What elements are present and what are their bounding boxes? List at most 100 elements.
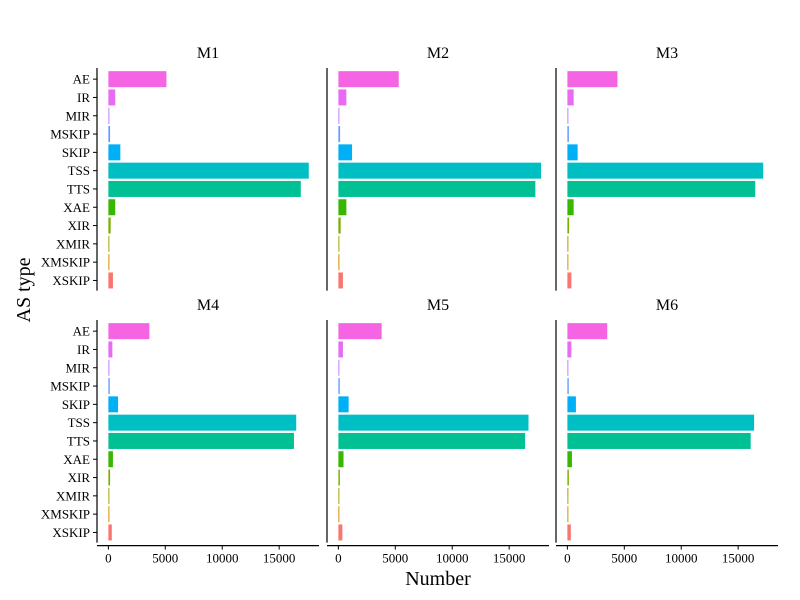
bar-ir — [108, 341, 113, 358]
y-tick-label-xmir: XMIR — [56, 488, 90, 503]
y-tick-label-tts: TTS — [67, 181, 90, 196]
x-tick-label: 0 — [564, 551, 571, 566]
y-tick-label-skip: SKIP — [62, 397, 90, 412]
bar-xskip — [567, 272, 572, 289]
bar-xmskip — [338, 254, 340, 271]
facet-panel-m5: M5 0 5000 10000 15000 — [326, 297, 549, 566]
bar-mir — [108, 107, 110, 124]
bar-mskip — [108, 378, 110, 395]
y-tick-label-xskip: XSKIP — [52, 273, 90, 288]
bar-ae — [338, 323, 382, 340]
bar-xskip — [338, 524, 343, 541]
bar-xae — [338, 199, 347, 216]
bar-mir — [338, 359, 340, 376]
bar-tss — [108, 414, 297, 431]
bar-tss — [108, 162, 309, 179]
facet-title: M2 — [427, 45, 449, 62]
y-tick-label-xir: XIR — [68, 218, 91, 233]
bar-xmir — [108, 487, 110, 504]
facet-title: M1 — [197, 45, 219, 62]
y-tick-label-xmskip: XMSKIP — [41, 255, 90, 270]
facet-panel-m2: M2 — [326, 45, 542, 291]
bar-xmskip — [567, 506, 569, 523]
bar-tts — [108, 180, 301, 197]
bar-tts — [338, 180, 536, 197]
y-tick-label-tss: TSS — [68, 415, 90, 430]
bar-skip — [567, 396, 576, 413]
bar-xmir — [567, 487, 569, 504]
bar-xae — [108, 451, 113, 468]
bar-mir — [338, 107, 340, 124]
bar-xir — [338, 469, 340, 486]
bar-xmir — [108, 235, 110, 252]
bar-mir — [567, 107, 569, 124]
bar-xmir — [338, 235, 340, 252]
facet-title: M5 — [427, 297, 449, 314]
bar-tss — [338, 162, 542, 179]
y-tick-label-xskip: XSKIP — [52, 525, 90, 540]
y-tick-label-xmskip: XMSKIP — [41, 507, 90, 522]
facet-panel-m1: M1 AE IR MIR MSKIP SKIP TSS TTS XAE XIR XMIR XMSKIP… — [41, 45, 309, 291]
bar-ae — [108, 323, 150, 340]
bar-xskip — [567, 524, 571, 541]
bar-mskip — [567, 378, 569, 395]
x-tick-label: 10000 — [206, 551, 239, 566]
bar-xir — [108, 469, 111, 486]
x-tick-label: 5000 — [382, 551, 408, 566]
y-tick-label-tss: TSS — [68, 163, 90, 178]
bar-ir — [338, 341, 343, 358]
y-tick-label-xmir: XMIR — [56, 236, 90, 251]
bar-xskip — [338, 272, 343, 289]
x-tick-label: 5000 — [611, 551, 637, 566]
x-tick-label: 10000 — [436, 551, 469, 566]
facet-panel-m4: M4 AE IR MIR MSKIP SKIP TSS TTS XAE XIR XMIR XMSKIP… — [41, 297, 319, 566]
bar-ae — [338, 71, 399, 88]
x-tick-label: 5000 — [152, 551, 178, 566]
x-tick-label: 15000 — [263, 551, 296, 566]
y-tick-label-ir: IR — [77, 342, 90, 357]
y-tick-label-xae: XAE — [63, 452, 90, 467]
bar-xir — [338, 217, 341, 234]
bar-mskip — [567, 126, 569, 143]
bar-ae — [567, 71, 618, 88]
bar-tss — [338, 414, 529, 431]
bar-mskip — [338, 126, 341, 143]
x-tick-label: 15000 — [493, 551, 526, 566]
y-tick-label-tts: TTS — [67, 433, 90, 448]
y-tick-label-skip: SKIP — [62, 145, 90, 160]
bar-xmskip — [567, 254, 569, 271]
bar-xir — [108, 217, 111, 234]
bar-skip — [108, 396, 119, 413]
bar-xae — [338, 451, 344, 468]
y-tick-label-mir: MIR — [65, 360, 90, 375]
bar-tss — [567, 162, 764, 179]
bar-tss — [567, 414, 755, 431]
facet-title: M4 — [197, 297, 219, 314]
x-tick-label: 0 — [105, 551, 112, 566]
bar-skip — [338, 396, 349, 413]
facet-panel-m6: M6 0 5000 10000 15000 — [555, 297, 778, 566]
y-axis-title: AS type — [13, 257, 35, 322]
bar-xae — [108, 199, 116, 216]
bar-skip — [567, 144, 578, 161]
bar-tts — [567, 432, 751, 449]
x-tick-label: 0 — [335, 551, 342, 566]
y-tick-label-mskip: MSKIP — [50, 379, 90, 394]
facet-title: M3 — [656, 45, 678, 62]
x-tick-label: 10000 — [665, 551, 698, 566]
bar-xae — [567, 199, 574, 216]
y-tick-label-ae: AE — [73, 324, 90, 339]
y-tick-label-ir: IR — [77, 90, 90, 105]
x-tick-label: 15000 — [722, 551, 755, 566]
bar-xmskip — [108, 254, 110, 271]
y-tick-label-mskip: MSKIP — [50, 127, 90, 142]
bar-xae — [567, 451, 572, 468]
bar-mir — [108, 359, 110, 376]
bar-mskip — [108, 126, 111, 143]
y-tick-label-xae: XAE — [63, 200, 90, 215]
bar-ir — [338, 89, 347, 106]
bar-xskip — [108, 272, 113, 289]
bar-tts — [567, 180, 756, 197]
bar-ir — [567, 89, 574, 106]
